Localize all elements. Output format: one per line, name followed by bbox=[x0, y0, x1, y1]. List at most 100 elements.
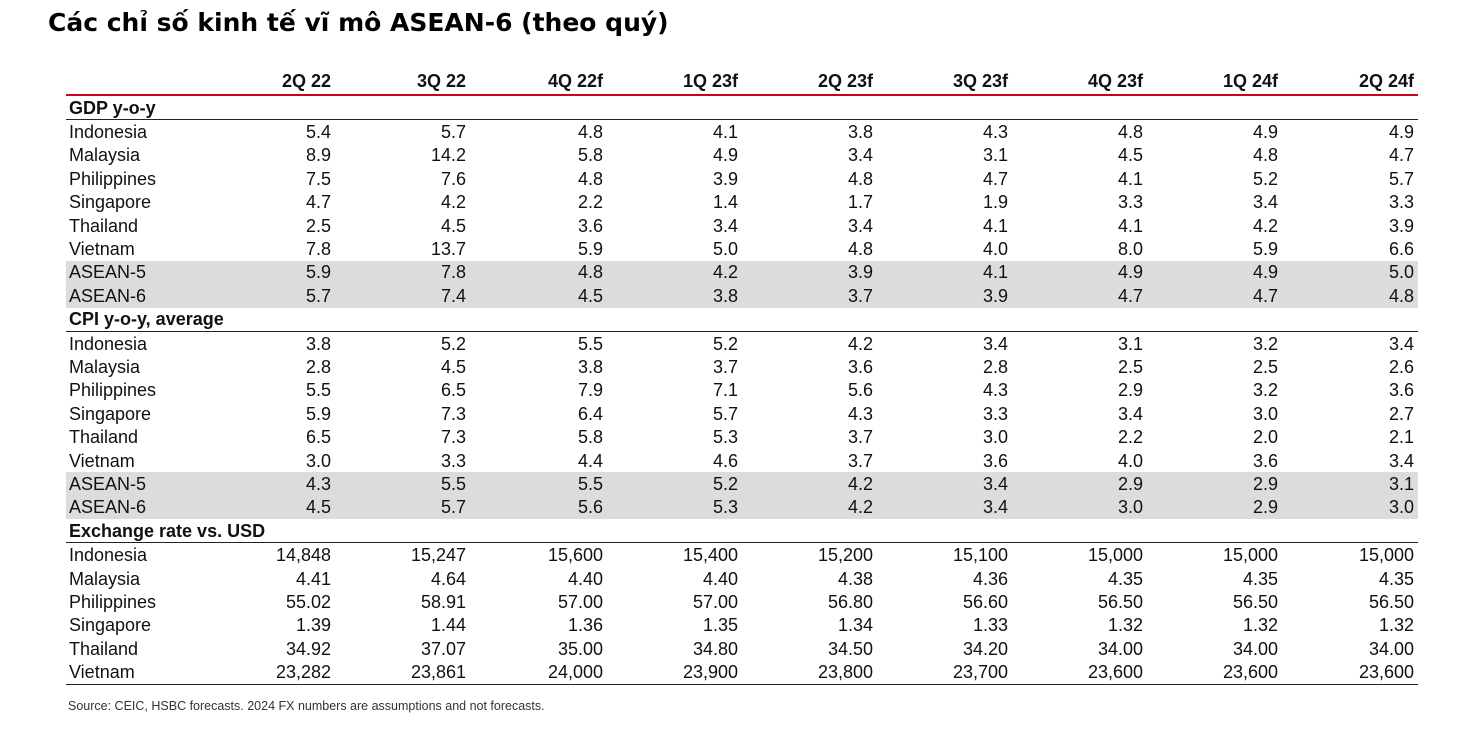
table-row: Indonesia 14,848 15,247 15,600 15,400 15,200 1… bbox=[66, 543, 1418, 567]
value-cell: 24,000 bbox=[470, 660, 607, 685]
value-cell: 4.9 bbox=[1388, 122, 1414, 143]
value-cell: 5.2 bbox=[440, 333, 466, 354]
value-cell: 1.39 bbox=[295, 615, 331, 636]
value-cell: 34.00 bbox=[1232, 638, 1278, 659]
table-row: ASEAN-6 5.7 7.4 4.5 3.8 3.7 3.9 4.7 4.7 4.8 bbox=[66, 284, 1418, 308]
value-cell: 4.4 bbox=[577, 450, 603, 471]
value-cell: 15,000 bbox=[1358, 545, 1414, 566]
column-header: 1Q 24f bbox=[1222, 71, 1278, 91]
value-cell: 34.00 bbox=[1368, 638, 1414, 659]
column-header: 1Q 23f bbox=[682, 71, 738, 91]
value-cell: 2.0 bbox=[1252, 427, 1278, 448]
value-cell: 2.1 bbox=[1388, 427, 1414, 448]
value-cell: 4.8 bbox=[1282, 284, 1418, 308]
value-cell: 3.6 bbox=[1388, 380, 1414, 401]
value-cell: 13.7 bbox=[430, 239, 466, 260]
value-cell: 3.1 bbox=[1282, 472, 1418, 496]
table-row: ASEAN-5 4.3 5.5 5.5 5.2 4.2 3.4 2.9 2.9 3.1 bbox=[66, 472, 1418, 496]
section-title: Exchange rate vs. USD bbox=[66, 519, 1418, 544]
value-cell: 3.7 bbox=[847, 427, 873, 448]
value-cell: 4.2 bbox=[847, 333, 873, 354]
section-header-row: CPI y-o-y, average bbox=[66, 307, 1418, 332]
value-cell: 2.5 bbox=[305, 215, 331, 236]
table-row: Vietnam 3.0 3.3 4.4 4.6 3.7 3.6 4.0 3.6 3.4 bbox=[66, 449, 1418, 472]
value-cell: 5.0 bbox=[1282, 260, 1418, 285]
value-cell: 4.40 bbox=[702, 568, 738, 589]
value-cell: 3.4 bbox=[1388, 450, 1414, 471]
value-cell: 23,861 bbox=[335, 660, 470, 685]
value-cell: 1.32 bbox=[1242, 615, 1278, 636]
value-cell: 8.0 bbox=[1117, 239, 1143, 260]
value-cell: 35.00 bbox=[557, 638, 603, 659]
value-cell: 5.9 bbox=[577, 239, 603, 260]
source-note: Source: CEIC, HSBC forecasts. 2024 FX nu… bbox=[68, 699, 545, 713]
column-header: 2Q 24f bbox=[1358, 71, 1414, 91]
macro-indicators-table: 2Q 22 3Q 22 4Q 22f 1Q 23f 2Q 23f 3Q 23f 4Q 23f… bbox=[66, 66, 1418, 685]
value-cell: 37.07 bbox=[420, 638, 466, 659]
value-cell: 4.3 bbox=[847, 403, 873, 424]
value-cell: 4.40 bbox=[567, 568, 603, 589]
value-cell: 7.8 bbox=[335, 260, 470, 285]
section-title: GDP y-o-y bbox=[66, 95, 1418, 121]
row-label: Malaysia bbox=[69, 356, 141, 377]
value-cell: 5.5 bbox=[577, 333, 603, 354]
value-cell: 3.0 bbox=[1282, 495, 1418, 520]
value-cell: 55.02 bbox=[285, 591, 331, 612]
value-cell: 3.4 bbox=[1388, 333, 1414, 354]
value-cell: 4.7 bbox=[1012, 284, 1147, 308]
value-cell: 3.3 bbox=[1117, 192, 1143, 213]
value-cell: 4.8 bbox=[577, 122, 603, 143]
table-row: Philippines 7.5 7.6 4.8 3.9 4.8 4.7 4.1 5.2 5.7 bbox=[66, 167, 1418, 190]
value-cell: 4.7 bbox=[982, 168, 1008, 189]
value-cell: 5.9 bbox=[1252, 239, 1278, 260]
row-label: Singapore bbox=[69, 403, 152, 424]
value-cell: 7.5 bbox=[305, 168, 331, 189]
value-cell: 3.9 bbox=[877, 284, 1012, 308]
value-cell: 4.5 bbox=[440, 215, 466, 236]
value-cell: 3.9 bbox=[742, 260, 877, 285]
value-cell: 2.9 bbox=[1147, 495, 1282, 520]
value-cell: 4.41 bbox=[295, 568, 331, 589]
value-cell: 2.8 bbox=[305, 356, 331, 377]
value-cell: 2.5 bbox=[1117, 356, 1143, 377]
table-row: Vietnam 7.8 13.7 5.9 5.0 4.8 4.0 8.0 5.9 6.6 bbox=[66, 237, 1418, 260]
value-cell: 6.6 bbox=[1388, 239, 1414, 260]
value-cell: 34.20 bbox=[962, 638, 1008, 659]
value-cell: 4.5 bbox=[1117, 145, 1143, 166]
value-cell: 5.6 bbox=[470, 495, 607, 520]
row-label: Malaysia bbox=[69, 568, 141, 589]
value-cell: 4.8 bbox=[847, 168, 873, 189]
value-cell: 2.5 bbox=[1252, 356, 1278, 377]
value-cell: 23,600 bbox=[1147, 660, 1282, 685]
value-cell: 3.6 bbox=[1252, 450, 1278, 471]
header-row: 2Q 22 3Q 22 4Q 22f 1Q 23f 2Q 23f 3Q 23f 4Q 23f… bbox=[66, 66, 1418, 95]
value-cell: 4.1 bbox=[1117, 168, 1143, 189]
value-cell: 1.7 bbox=[847, 192, 873, 213]
value-cell: 34.92 bbox=[285, 638, 331, 659]
table-row: ASEAN-5 5.9 7.8 4.8 4.2 3.9 4.1 4.9 4.9 5.0 bbox=[66, 260, 1418, 285]
value-cell: 4.35 bbox=[1378, 568, 1414, 589]
row-label: Philippines bbox=[69, 168, 157, 189]
table-row: Malaysia 2.8 4.5 3.8 3.7 3.6 2.8 2.5 2.5 2.6 bbox=[66, 355, 1418, 378]
value-cell: 4.3 bbox=[982, 122, 1008, 143]
value-cell: 15,000 bbox=[1087, 545, 1143, 566]
value-cell: 7.6 bbox=[440, 168, 466, 189]
value-cell: 3.6 bbox=[847, 356, 873, 377]
value-cell: 4.36 bbox=[972, 568, 1008, 589]
value-cell: 4.8 bbox=[1117, 122, 1143, 143]
value-cell: 4.9 bbox=[712, 145, 738, 166]
value-cell: 4.38 bbox=[837, 568, 873, 589]
table-row: Philippines 55.02 58.91 57.00 57.00 56.80 56.6… bbox=[66, 590, 1418, 613]
value-cell: 6.5 bbox=[305, 427, 331, 448]
table-row: Thailand 34.92 37.07 35.00 34.80 34.50 34.20 34… bbox=[66, 637, 1418, 660]
page-title: Các chỉ số kinh tế vĩ mô ASEAN-6 (theo q… bbox=[48, 8, 669, 37]
value-cell: 56.50 bbox=[1368, 591, 1414, 612]
value-cell: 3.4 bbox=[1252, 192, 1278, 213]
value-cell: 4.9 bbox=[1147, 260, 1282, 285]
value-cell: 3.4 bbox=[877, 472, 1012, 496]
value-cell: 2.9 bbox=[1012, 472, 1147, 496]
table-row: Thailand 6.5 7.3 5.8 5.3 3.7 3.0 2.2 2.0 2.1 bbox=[66, 425, 1418, 448]
value-cell: 4.1 bbox=[1117, 215, 1143, 236]
row-label: Singapore bbox=[69, 192, 152, 213]
row-label: Philippines bbox=[69, 380, 157, 401]
